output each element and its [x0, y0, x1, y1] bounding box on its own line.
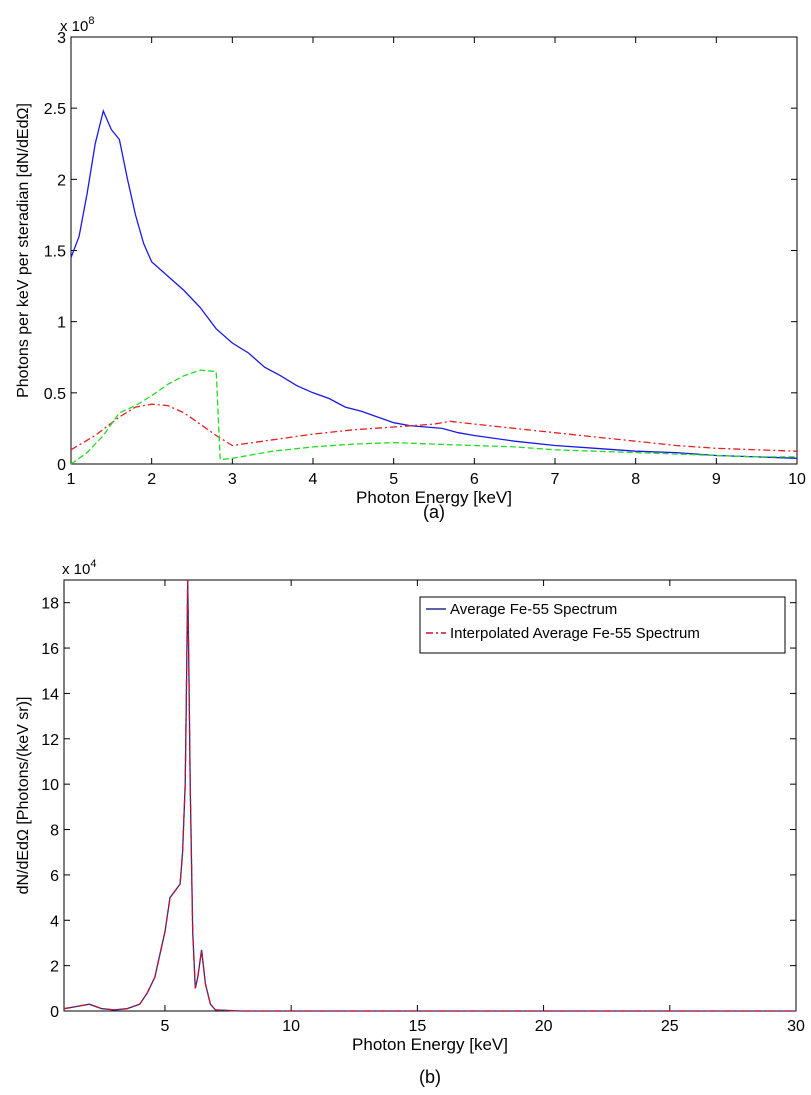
- y-tick-label: 16: [41, 641, 59, 658]
- x-tick-label: 1: [67, 471, 76, 488]
- x-tick-label: 7: [551, 471, 560, 488]
- panel-label: (a): [423, 502, 445, 522]
- y-tick-label: 3: [57, 30, 66, 47]
- x-tick-label: 6: [470, 471, 479, 488]
- x-tick-label: 25: [661, 1018, 679, 1035]
- y-tick-label: 1: [57, 315, 66, 332]
- panel-b-chart: 5 10 15 20 25 30 0 2 4 6 8 10 12 14 16 18 x 104 Photon En…: [15, 558, 805, 1087]
- y-tick-label: 2.5: [44, 101, 66, 118]
- y-multiplier: x 108: [60, 15, 94, 35]
- y-tick-label: 12: [41, 732, 59, 749]
- series-line-1: [70, 108, 798, 459]
- series-line-2: [63, 579, 796, 1012]
- x-axis-label: Photon Energy [keV]: [356, 488, 512, 507]
- y-tick-label: 6: [50, 868, 59, 885]
- panel-label: (b): [419, 1067, 441, 1087]
- x-tick-label: 15: [408, 1018, 426, 1035]
- x-tick-label: 4: [309, 471, 318, 488]
- y-tick-label: 0.5: [44, 386, 66, 403]
- y-tick-label: 2: [50, 959, 59, 976]
- legend-box: [419, 596, 786, 654]
- y-exponent: 4: [90, 558, 96, 570]
- x-tick-label: 10: [282, 1018, 300, 1035]
- x-tick-label: 20: [535, 1018, 553, 1035]
- x-axis-label: Photon Energy [keV]: [352, 1035, 508, 1054]
- x-tick-label: 10: [788, 471, 806, 488]
- y-tick-label: 14: [41, 686, 59, 703]
- y-tick-label: 0: [57, 457, 66, 474]
- x-tick-label: 3: [228, 471, 237, 488]
- y-tick-label: 4: [50, 913, 59, 930]
- y-multiplier: x 104: [62, 558, 96, 578]
- x-tick-label: 5: [161, 1018, 170, 1035]
- x-tick-label: 2: [147, 471, 156, 488]
- plot-frame: [70, 36, 798, 465]
- x-tick-label: 9: [712, 471, 721, 488]
- legend-label: Interpolated Average Fe-55 Spectrum: [450, 625, 700, 642]
- series-line-2: [70, 403, 798, 452]
- y-tick-label: 2: [57, 172, 66, 189]
- y-tick-label: 8: [50, 823, 59, 840]
- y-tick-label: 10: [41, 777, 59, 794]
- y-axis-label: Photons per keV per steradian [dN/dEdΩ]: [15, 103, 32, 398]
- series-line-3: [70, 369, 797, 465]
- legend-label: Average Fe-55 Spectrum: [450, 601, 617, 618]
- x-tick-label: 5: [389, 471, 398, 488]
- y-axis-label: dN/dEdΩ [Photons/(keV sr)]: [15, 697, 32, 895]
- y-exponent: 8: [88, 15, 94, 27]
- y-tick-label: 18: [41, 596, 59, 613]
- x-tick-label: 8: [631, 471, 640, 488]
- x-tick-label: 30: [787, 1018, 805, 1035]
- y-tick-label: 1.5: [44, 244, 66, 261]
- y-tick-label: 0: [50, 1004, 59, 1021]
